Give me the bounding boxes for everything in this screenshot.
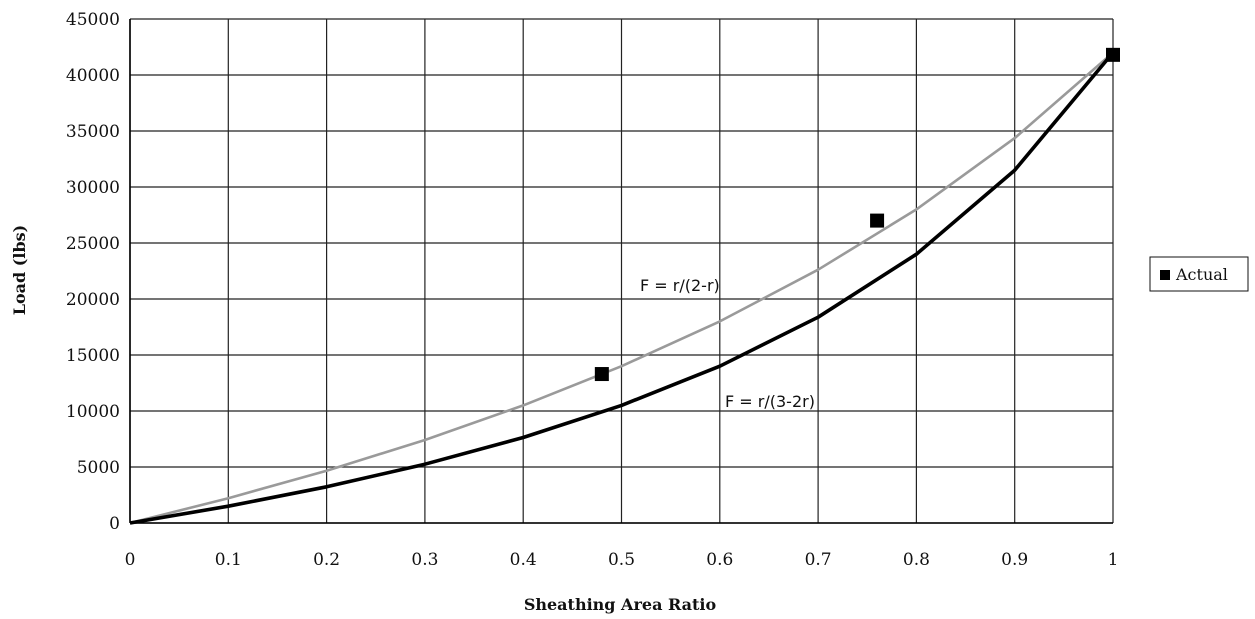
y-tick-label: 5000 — [77, 458, 120, 478]
curve-label-r-2-r: F = r/(2-r) — [640, 276, 720, 295]
y-tick-label: 40000 — [66, 66, 120, 86]
series-line-0 — [129, 51, 1114, 525]
y-axis-title: Load (lbs) — [10, 225, 29, 315]
actual-point — [594, 367, 609, 382]
y-tick-labels: 0 5000 10000 15000 20000 25000 30000 35000 40000… — [66, 10, 120, 534]
curve-label-r-3-2r: F = r/(3-2r) — [725, 392, 815, 411]
x-axis-title: Sheathing Area Ratio — [524, 595, 717, 614]
y-tick-label: 30000 — [66, 178, 120, 198]
grid — [129, 18, 1114, 524]
y-tick-label: 10000 — [66, 402, 120, 422]
legend-marker-actual — [1160, 270, 1170, 280]
x-tick-label: 0.6 — [706, 550, 733, 570]
actual-point — [1106, 47, 1120, 62]
x-tick-label: 0.4 — [510, 550, 537, 570]
y-tick-label: 45000 — [66, 10, 120, 30]
legend-label-actual: Actual — [1175, 265, 1228, 284]
y-tick-label: 0 — [109, 514, 120, 534]
x-tick-label: 0.9 — [1001, 550, 1028, 570]
x-tick-label: 0.7 — [805, 550, 832, 570]
axes — [129, 19, 1113, 524]
x-tick-label: 0.3 — [411, 550, 438, 570]
x-tick-labels: 0 0.1 0.2 0.3 0.4 0.5 0.6 0.7 0.8 0.9 1 — [125, 550, 1119, 570]
y-tick-label: 15000 — [66, 346, 120, 366]
y-tick-label: 25000 — [66, 234, 120, 254]
x-tick-label: 0.5 — [608, 550, 635, 570]
y-tick-label: 20000 — [66, 290, 120, 310]
series-line-1 — [129, 51, 1115, 525]
x-tick-label: 0.2 — [313, 550, 340, 570]
x-tick-label: 0.1 — [215, 550, 242, 570]
x-tick-label: 1 — [1108, 550, 1119, 570]
x-tick-label: 0 — [125, 550, 136, 570]
y-tick-label: 35000 — [66, 122, 120, 142]
actual-points — [594, 47, 1120, 382]
x-tick-label: 0.8 — [903, 550, 930, 570]
actual-point — [870, 213, 885, 228]
series-lines — [129, 51, 1115, 525]
legend: Actual — [1149, 256, 1249, 292]
